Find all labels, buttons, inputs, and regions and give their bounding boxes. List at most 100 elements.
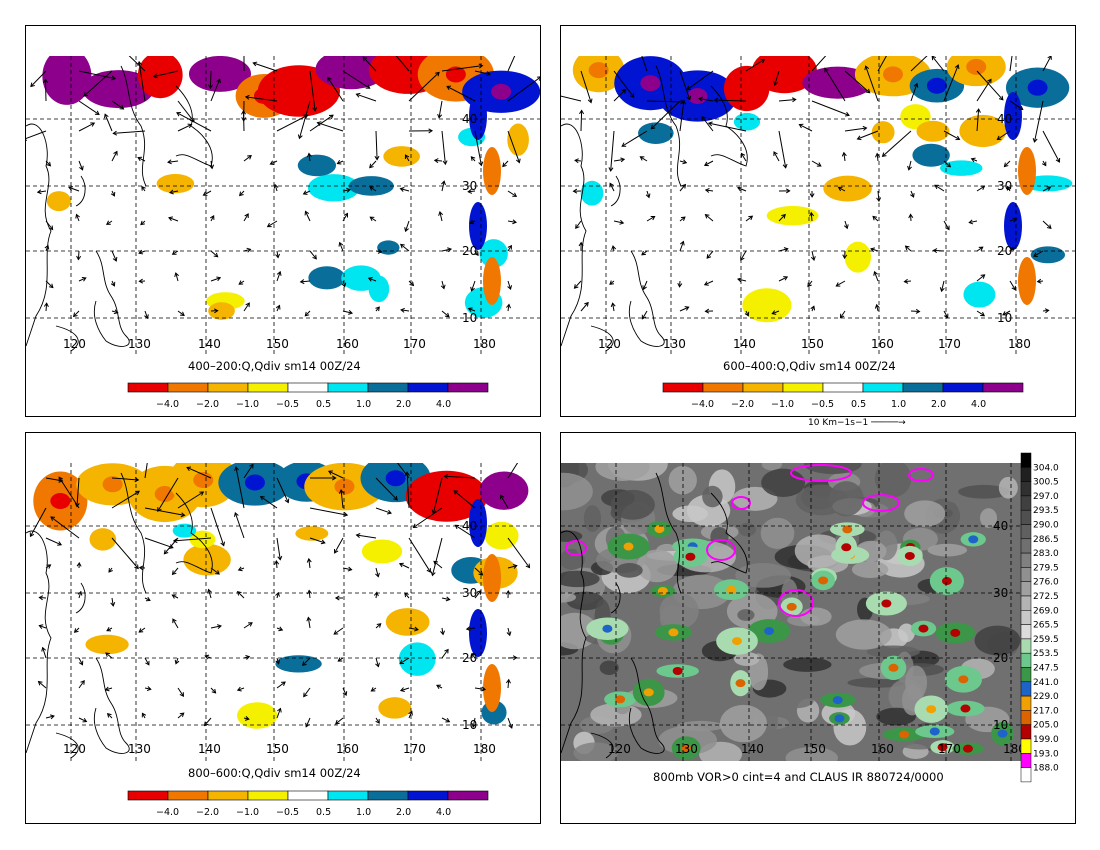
- q-vector: [245, 96, 278, 102]
- q-vector-head: [505, 678, 511, 684]
- q-vector-head: [327, 76, 332, 82]
- q-vector: [276, 271, 281, 282]
- q-vector: [309, 250, 317, 260]
- q-vector-head: [438, 210, 444, 216]
- colorbar-swatch: [247, 382, 289, 393]
- q-vector-head: [30, 82, 35, 88]
- lat-label: 30: [462, 586, 477, 600]
- divergence-blob: [307, 174, 360, 202]
- q-vector-head: [68, 186, 74, 191]
- q-vector-head: [208, 84, 213, 90]
- q-vector-head: [237, 566, 243, 572]
- q-vector: [474, 590, 482, 599]
- divergence-core: [108, 81, 129, 98]
- q-vector-head: [398, 562, 404, 568]
- q-vector-head: [215, 570, 220, 575]
- ir-colorbar-label: 241.0: [1033, 678, 1059, 688]
- ir-colorbar-label: 297.0: [1033, 492, 1059, 502]
- divergence-blob: [912, 143, 950, 167]
- ir-cloud: [979, 508, 998, 528]
- colorbar-swatch: [902, 382, 944, 393]
- q-vector-head: [824, 67, 829, 73]
- q-vector: [335, 717, 344, 725]
- q-vector-head: [506, 303, 511, 309]
- q-vector-head: [216, 78, 221, 84]
- lat-label: 20: [462, 651, 477, 665]
- lat-label: 40: [997, 112, 1012, 126]
- divergence-core: [736, 80, 757, 97]
- q-vector: [308, 153, 311, 162]
- q-vector-head: [469, 219, 475, 225]
- q-vector: [679, 306, 689, 312]
- ir-cloud: [685, 688, 725, 724]
- q-vector: [308, 590, 311, 599]
- q-vector: [375, 567, 379, 577]
- q-vector: [441, 280, 445, 289]
- q-vector-head: [515, 158, 521, 164]
- ir-cloud: [904, 500, 946, 527]
- colorbar-label: −2.0: [196, 399, 219, 410]
- ir-cloud: [583, 505, 602, 532]
- q-vector: [507, 565, 517, 569]
- divergence-blob: [484, 521, 519, 550]
- q-vector: [872, 216, 879, 222]
- lon-label: 150: [803, 742, 826, 756]
- q-vector-head: [876, 197, 882, 203]
- q-vector: [1033, 100, 1044, 143]
- q-vector: [774, 70, 780, 86]
- q-vector-head: [572, 188, 578, 194]
- q-vector-head: [347, 566, 353, 572]
- ir-colorbar: 304.0 300.5 297.0 293.5 290.0 286.5 283.0 279.5…: [1020, 452, 1059, 783]
- q-vector-head: [525, 563, 531, 569]
- q-vector-head: [862, 125, 868, 131]
- q-vector: [778, 248, 788, 252]
- q-vector: [58, 476, 80, 509]
- lat-lon-grid: [561, 463, 1021, 761]
- q-vector-head: [1055, 157, 1061, 163]
- divergence-core: [50, 493, 71, 510]
- q-vector-head: [773, 81, 779, 86]
- q-vector: [1009, 280, 1016, 291]
- q-vector-head: [369, 163, 374, 169]
- q-vector-head: [686, 95, 692, 101]
- q-vector-head: [939, 287, 945, 293]
- q-vector-head: [641, 250, 646, 256]
- q-vector-head: [783, 247, 789, 252]
- q-vector: [413, 507, 443, 528]
- q-vector-head: [144, 314, 149, 320]
- divergence-colorbar: −4.0 −2.0 −1.0 −0.5 0.5 1.0 2.0 4.0: [662, 382, 1024, 410]
- q-vector-head: [50, 516, 56, 521]
- q-vector: [877, 56, 887, 72]
- q-vector: [404, 592, 410, 599]
- q-vector: [708, 122, 747, 132]
- q-vector-head: [119, 105, 125, 110]
- q-vector-head: [875, 152, 880, 158]
- ir-cloud: [898, 623, 915, 643]
- ir-colorbar-label: 193.0: [1033, 749, 1059, 759]
- vorticity-contour: [862, 494, 900, 512]
- q-vector-head: [304, 210, 310, 216]
- lat-label: 10: [462, 311, 477, 325]
- colorbar-swatch: [327, 790, 369, 801]
- q-vector: [76, 214, 80, 222]
- q-vector-head: [436, 684, 441, 690]
- divergence-core: [588, 62, 609, 79]
- q-vector-head: [338, 241, 344, 247]
- q-vector: [305, 717, 311, 727]
- q-vector: [267, 220, 278, 228]
- ir-convection: [960, 704, 971, 713]
- lat-label: 10: [997, 311, 1012, 325]
- q-vector-head: [46, 564, 52, 569]
- q-vector-head: [499, 494, 505, 500]
- colorbar-swatch: [662, 382, 704, 393]
- q-vector: [474, 130, 482, 166]
- q-vector: [74, 627, 80, 633]
- q-vector: [646, 190, 650, 198]
- q-vector-head: [507, 244, 512, 250]
- q-vector: [431, 537, 443, 576]
- lon-label: 140: [741, 742, 764, 756]
- q-vector-head: [447, 247, 453, 253]
- q-vector-head: [336, 159, 342, 165]
- q-vector-head: [1046, 186, 1052, 191]
- vorticity-contour: [731, 496, 751, 510]
